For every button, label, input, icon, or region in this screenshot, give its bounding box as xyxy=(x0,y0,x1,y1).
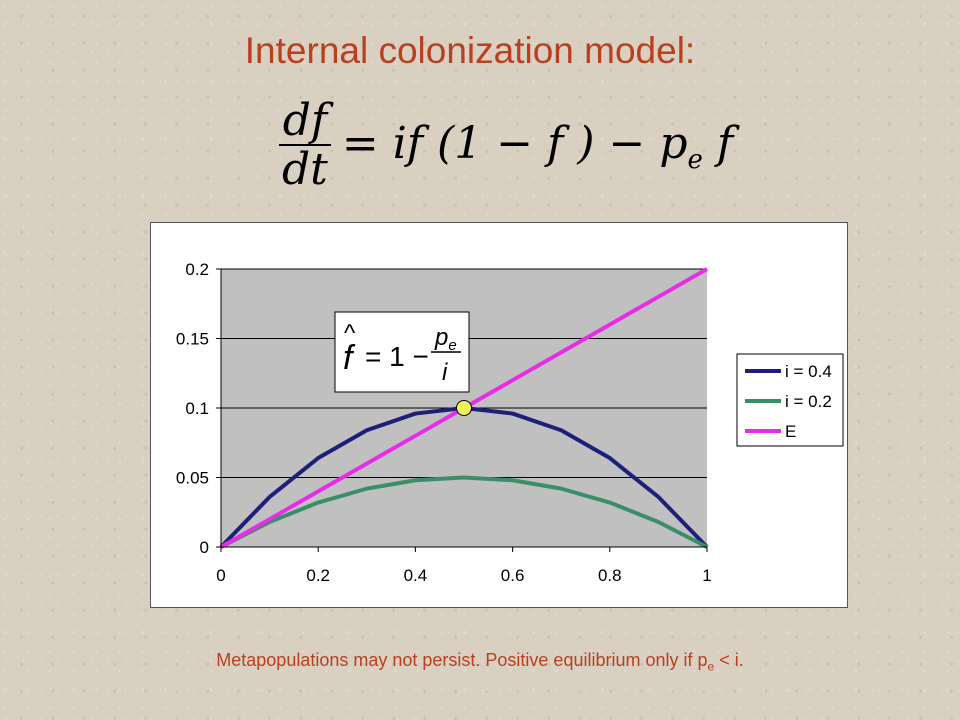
inset-equation: f ^ = 1 − pe i xyxy=(334,311,470,393)
x-tick-label: 0.6 xyxy=(501,566,525,585)
y-tick-label: 0.15 xyxy=(176,330,209,349)
x-tick-label: 1 xyxy=(702,566,711,585)
marker-layer xyxy=(456,400,472,416)
footer-text: Metapopulations may not persist. Positiv… xyxy=(216,650,708,670)
y-tick-label: 0.1 xyxy=(185,399,209,418)
inset-numerator: pe xyxy=(434,324,457,354)
x-tick-label: 0.2 xyxy=(306,566,330,585)
x-tick-label: 0 xyxy=(216,566,225,585)
footer-subscript: e xyxy=(707,659,715,674)
legend-label: E xyxy=(785,422,796,441)
x-tick-label: 0.4 xyxy=(404,566,428,585)
inset-rhs-lead: = 1 − xyxy=(365,341,429,372)
inset-hat: ^ xyxy=(344,320,356,347)
inset-denominator: i xyxy=(442,359,448,386)
y-tick-label: 0 xyxy=(200,538,209,557)
equation-rhs-text: = if (1 − f ) − p xyxy=(341,117,688,169)
equation-rhs: = if (1 − f ) − pe f xyxy=(342,118,733,175)
equilibrium-marker xyxy=(456,400,472,416)
line-chart: 0 0.05 0.1 0.15 0.2 0 0.2 0.4 0.6 0.8 1 f ^ = 1 − … xyxy=(176,260,844,585)
x-tick-label: 0.8 xyxy=(598,566,622,585)
equation-rhs-subscript: e xyxy=(687,144,703,175)
y-tick-label: 0.05 xyxy=(176,469,209,488)
legend: i = 0.4 i = 0.2 E xyxy=(736,353,844,447)
y-tick-label: 0.2 xyxy=(185,260,209,279)
legend-label: i = 0.2 xyxy=(785,392,832,411)
chart-panel: 0 0.05 0.1 0.15 0.2 0 0.2 0.4 0.6 0.8 1 f ^ = 1 − … xyxy=(150,222,848,608)
slide-title: Internal colonization model: xyxy=(244,30,696,71)
derivative-numerator: df xyxy=(278,97,332,147)
equation-rhs-tail: f xyxy=(716,117,734,169)
series-line-1 xyxy=(220,475,708,549)
derivative-fraction: df dt xyxy=(278,97,332,196)
main-equation: df dt = if (1 − f ) − pe f xyxy=(278,97,733,196)
derivative-denominator: dt xyxy=(282,144,328,196)
legend-label: i = 0.4 xyxy=(785,362,832,381)
footer-text-tail: < i. xyxy=(714,650,744,670)
axes: 0 0.05 0.1 0.15 0.2 0 0.2 0.4 0.6 0.8 1 xyxy=(176,260,712,585)
footer-note: Metapopulations may not persist. Positiv… xyxy=(0,650,960,674)
